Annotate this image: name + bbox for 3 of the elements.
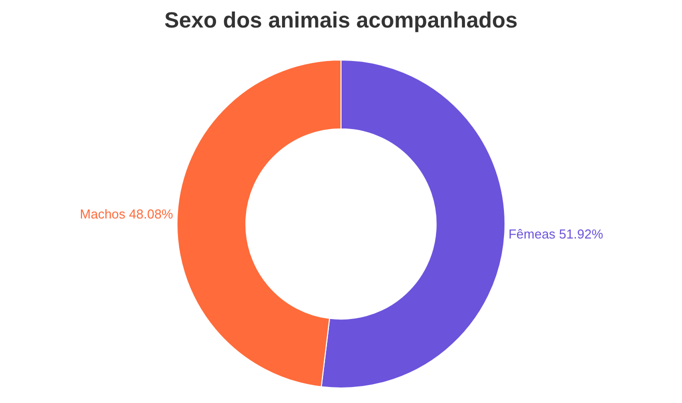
slice-label: Machos 48.08% <box>80 206 174 222</box>
chart-title: Sexo dos animais acompanhados <box>164 7 518 32</box>
slice-label: Fêmeas 51.92% <box>508 226 604 242</box>
